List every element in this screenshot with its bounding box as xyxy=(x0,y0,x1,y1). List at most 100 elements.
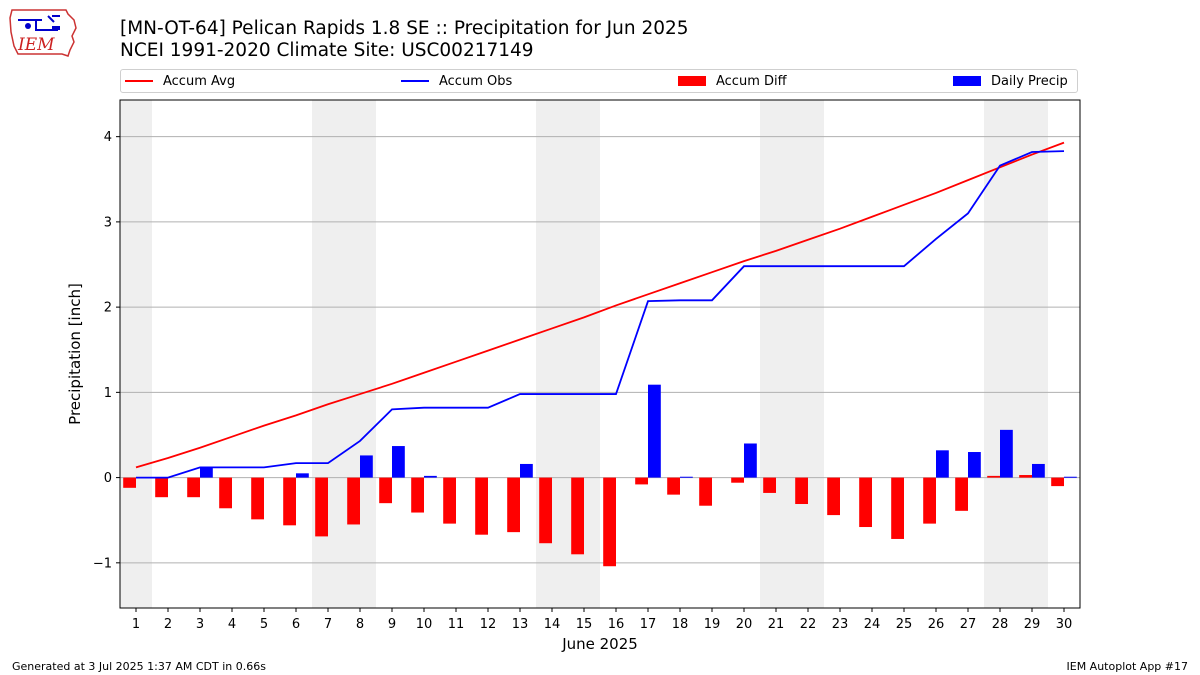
daily-precip-bar xyxy=(680,476,693,478)
legend-label-accum-avg: Accum Avg xyxy=(163,73,236,89)
weekend-band-1 xyxy=(120,100,152,608)
accum-diff-bar xyxy=(187,477,200,498)
accum-diff-bar xyxy=(475,477,488,535)
legend-swatch-daily-precip xyxy=(953,76,981,86)
iowa-map-icon: IEM xyxy=(9,9,77,57)
x-tick-label: 22 xyxy=(800,617,817,632)
daily-precip-bar xyxy=(648,384,661,478)
accum-diff-bar xyxy=(251,477,264,520)
y-tick-label: 3 xyxy=(104,215,112,230)
legend-item-daily-precip: Daily Precip xyxy=(953,70,1068,92)
plot-frame xyxy=(119,99,1081,609)
accum-diff-bar xyxy=(891,477,904,539)
x-axis-label: June 2025 xyxy=(561,635,638,653)
weekend-band-5 xyxy=(984,100,1048,608)
accum-diff-bar xyxy=(763,477,776,493)
daily-precip-bar xyxy=(1032,463,1045,478)
accum-diff-bar xyxy=(443,477,456,524)
x-tick-label: 18 xyxy=(672,617,689,632)
accum-obs-line xyxy=(136,150,1065,479)
legend-item-accum-diff: Accum Diff xyxy=(678,70,787,92)
accum-diff-bar xyxy=(827,477,840,516)
accum-diff-bar xyxy=(1051,477,1064,487)
x-tick-label: 24 xyxy=(864,617,881,632)
daily-precip-bar xyxy=(1000,429,1013,478)
accum-diff-bar xyxy=(379,477,392,504)
accum-diff-bar xyxy=(507,477,520,533)
weekend-bands xyxy=(120,100,1048,608)
accum-avg-line xyxy=(135,141,1065,469)
x-tick-label: 7 xyxy=(324,617,332,632)
x-tick-label: 17 xyxy=(640,617,657,632)
accum-diff-bar xyxy=(283,477,296,526)
x-tick-label: 12 xyxy=(480,617,497,632)
x-tick-label: 10 xyxy=(416,617,433,632)
y-axis-ticks: −1 0 1 2 3 4 xyxy=(93,130,120,571)
x-tick-label: 11 xyxy=(448,617,465,632)
daily-precip-bar xyxy=(200,467,213,478)
x-tick-label: 8 xyxy=(356,617,364,632)
x-tick-label: 2 xyxy=(164,617,172,632)
accum-diff-bar xyxy=(667,477,680,495)
x-tick-label: 9 xyxy=(388,617,396,632)
x-tick-label: 16 xyxy=(608,617,625,632)
accum-diff-bar xyxy=(539,477,552,544)
x-tick-label: 3 xyxy=(196,617,204,632)
accum-diff-bar xyxy=(315,477,328,537)
daily-precip-bar xyxy=(1064,476,1077,478)
legend-item-accum-obs: Accum Obs xyxy=(401,70,512,92)
accum-diff-bar xyxy=(955,477,968,511)
accum-diff-bar xyxy=(859,477,872,528)
accum-diff-bar xyxy=(635,477,648,485)
x-tick-label: 20 xyxy=(736,617,753,632)
x-tick-label: 6 xyxy=(292,617,300,632)
accum-diff-bar xyxy=(699,477,712,506)
legend-label-daily-precip: Daily Precip xyxy=(991,73,1068,89)
x-tick-label: 25 xyxy=(896,617,913,632)
x-tick-label: 15 xyxy=(576,617,593,632)
daily-precip-bar xyxy=(968,452,981,478)
accum-diff-bar xyxy=(923,477,936,524)
daily-precip-bar xyxy=(424,475,437,478)
x-tick-label: 4 xyxy=(228,617,236,632)
logo-text: IEM xyxy=(17,35,55,55)
daily-precip-bar xyxy=(520,463,533,478)
x-tick-label: 30 xyxy=(1056,617,1073,632)
accum-diff-bar xyxy=(571,477,584,555)
legend-swatch-accum-diff xyxy=(678,76,706,86)
series-lines xyxy=(135,141,1065,479)
iem-logo[interactable]: IEM xyxy=(8,6,80,60)
x-tick-label: 13 xyxy=(512,617,529,632)
daily-precip-bar xyxy=(936,450,949,478)
x-tick-label: 27 xyxy=(960,617,977,632)
y-tick-label: 4 xyxy=(104,130,112,145)
legend-item-accum-avg: Accum Avg xyxy=(125,70,235,92)
x-axis-ticks: 1 2 3 4 5 6 7 8 9 10 11 12 13 14 15 16 17 18 19 20 21 22 23 24 2… xyxy=(132,608,1072,632)
x-tick-label: 21 xyxy=(768,617,785,632)
daily-precip-bar xyxy=(744,443,757,478)
x-tick-label: 1 xyxy=(132,617,140,632)
accum-diff-bar xyxy=(123,477,136,488)
x-tick-label: 5 xyxy=(260,617,268,632)
footer-app-text: IEM Autoplot App #17 xyxy=(1066,660,1189,673)
footer-generated-text: Generated at 3 Jul 2025 1:37 AM CDT in 0… xyxy=(12,660,266,673)
x-tick-label: 14 xyxy=(544,617,561,632)
chart-subtitle: NCEI 1991-2020 Climate Site: USC00217149 xyxy=(120,40,534,61)
daily-precip-bar xyxy=(360,455,373,478)
x-tick-label: 23 xyxy=(832,617,849,632)
accum-diff-bar xyxy=(795,477,808,505)
legend-label-accum-obs: Accum Obs xyxy=(439,73,513,89)
grid-lines xyxy=(120,136,1080,564)
y-tick-label: 1 xyxy=(104,386,112,401)
legend-label-accum-diff: Accum Diff xyxy=(716,73,787,89)
accum-diff-bar xyxy=(411,477,424,513)
x-tick-label: 28 xyxy=(992,617,1009,632)
accum-diff-bar xyxy=(219,477,232,509)
accum-diff-bar xyxy=(731,477,744,483)
daily-precip-bar xyxy=(392,446,405,478)
bars xyxy=(123,384,1077,567)
daily-precip-bar xyxy=(296,473,309,478)
accum-diff-bar xyxy=(987,475,1000,478)
x-tick-label: 19 xyxy=(704,617,721,632)
